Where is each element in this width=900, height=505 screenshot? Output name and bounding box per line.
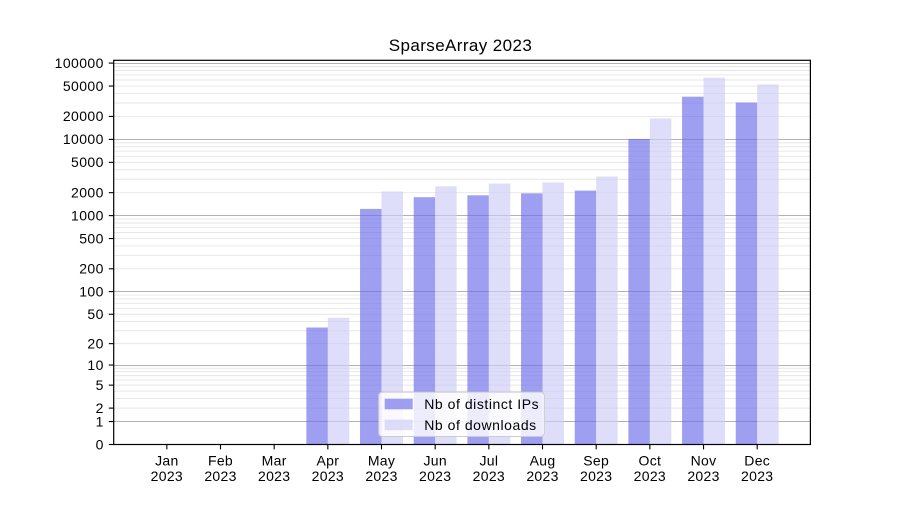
svg-text:100000: 100000	[55, 55, 104, 71]
svg-text:Mar: Mar	[262, 453, 287, 469]
svg-text:Jun: Jun	[423, 453, 446, 469]
svg-text:2023: 2023	[580, 468, 612, 484]
svg-text:10: 10	[87, 357, 103, 373]
svg-text:50: 50	[87, 306, 103, 322]
svg-text:2: 2	[96, 400, 104, 416]
svg-text:0: 0	[96, 436, 104, 452]
svg-text:Oct: Oct	[639, 453, 662, 469]
svg-text:May: May	[368, 453, 395, 469]
svg-text:Nov: Nov	[691, 453, 717, 469]
svg-text:1: 1	[96, 413, 104, 429]
svg-text:2023: 2023	[634, 468, 666, 484]
svg-text:Jul: Jul	[479, 453, 498, 469]
svg-text:Aug: Aug	[530, 453, 556, 469]
svg-text:Sep: Sep	[583, 453, 609, 469]
svg-text:2023: 2023	[258, 468, 290, 484]
svg-text:2023: 2023	[473, 468, 505, 484]
svg-text:2023: 2023	[151, 468, 183, 484]
svg-text:SparseArray 2023: SparseArray 2023	[389, 36, 532, 55]
svg-text:2000: 2000	[71, 184, 104, 200]
svg-text:Nb of downloads: Nb of downloads	[424, 417, 537, 433]
svg-text:50000: 50000	[63, 78, 104, 94]
svg-text:Jan: Jan	[155, 453, 178, 469]
svg-text:500: 500	[79, 230, 104, 246]
svg-text:Apr: Apr	[316, 453, 339, 469]
svg-text:5: 5	[96, 377, 104, 393]
svg-text:Nb of distinct IPs: Nb of distinct IPs	[424, 396, 539, 412]
svg-text:100: 100	[79, 283, 104, 299]
svg-text:200: 200	[79, 261, 104, 277]
svg-text:2023: 2023	[526, 468, 558, 484]
svg-text:2023: 2023	[312, 468, 344, 484]
svg-text:Feb: Feb	[208, 453, 233, 469]
svg-text:1000: 1000	[71, 207, 104, 223]
svg-text:10000: 10000	[63, 131, 104, 147]
svg-text:Dec: Dec	[744, 453, 770, 469]
svg-text:2023: 2023	[741, 468, 773, 484]
svg-text:2023: 2023	[204, 468, 236, 484]
svg-text:5000: 5000	[71, 154, 104, 170]
svg-text:20000: 20000	[63, 108, 104, 124]
svg-text:2023: 2023	[365, 468, 397, 484]
svg-text:2023: 2023	[419, 468, 451, 484]
svg-text:2023: 2023	[687, 468, 719, 484]
svg-text:20: 20	[87, 335, 103, 351]
